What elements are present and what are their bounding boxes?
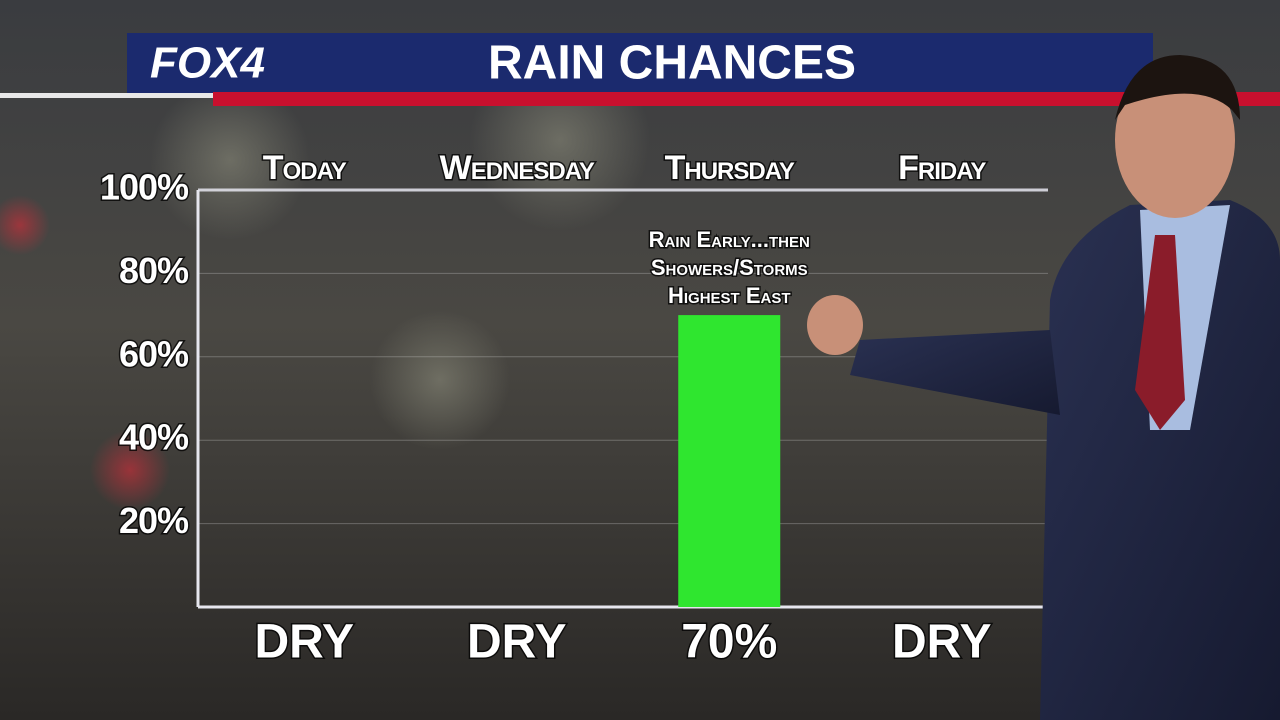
bokeh xyxy=(90,430,170,510)
y-tick-label: 40% xyxy=(119,417,189,458)
bokeh xyxy=(370,310,510,450)
presenter xyxy=(807,55,1280,720)
chart-title: RAIN CHANCES xyxy=(488,37,856,90)
y-tick-label: 20% xyxy=(119,500,189,541)
bokeh xyxy=(0,195,50,255)
bar xyxy=(678,315,781,607)
value-label: DRY xyxy=(254,616,354,669)
header-line xyxy=(0,93,213,98)
bokeh xyxy=(150,80,310,240)
x-tick-label: Friday xyxy=(898,149,986,187)
header-stripe xyxy=(213,92,1280,106)
logo: FOX4 xyxy=(150,39,265,88)
y-tick-label: 100% xyxy=(100,167,189,208)
value-label: 70% xyxy=(681,616,777,669)
value-label: DRY xyxy=(892,616,992,669)
annotation: Showers/Storms xyxy=(651,255,808,280)
x-tick-label: Today xyxy=(263,149,347,187)
y-tick-label: 60% xyxy=(119,333,189,374)
header-bar xyxy=(127,33,1153,93)
value-label: DRY xyxy=(467,616,567,669)
annotation: Highest East xyxy=(668,283,791,308)
annotation: Rain Early...then xyxy=(649,227,810,252)
y-tick-label: 80% xyxy=(119,250,189,291)
x-tick-label: Thursday xyxy=(665,149,795,187)
x-tick-label: Wednesday xyxy=(440,149,595,187)
